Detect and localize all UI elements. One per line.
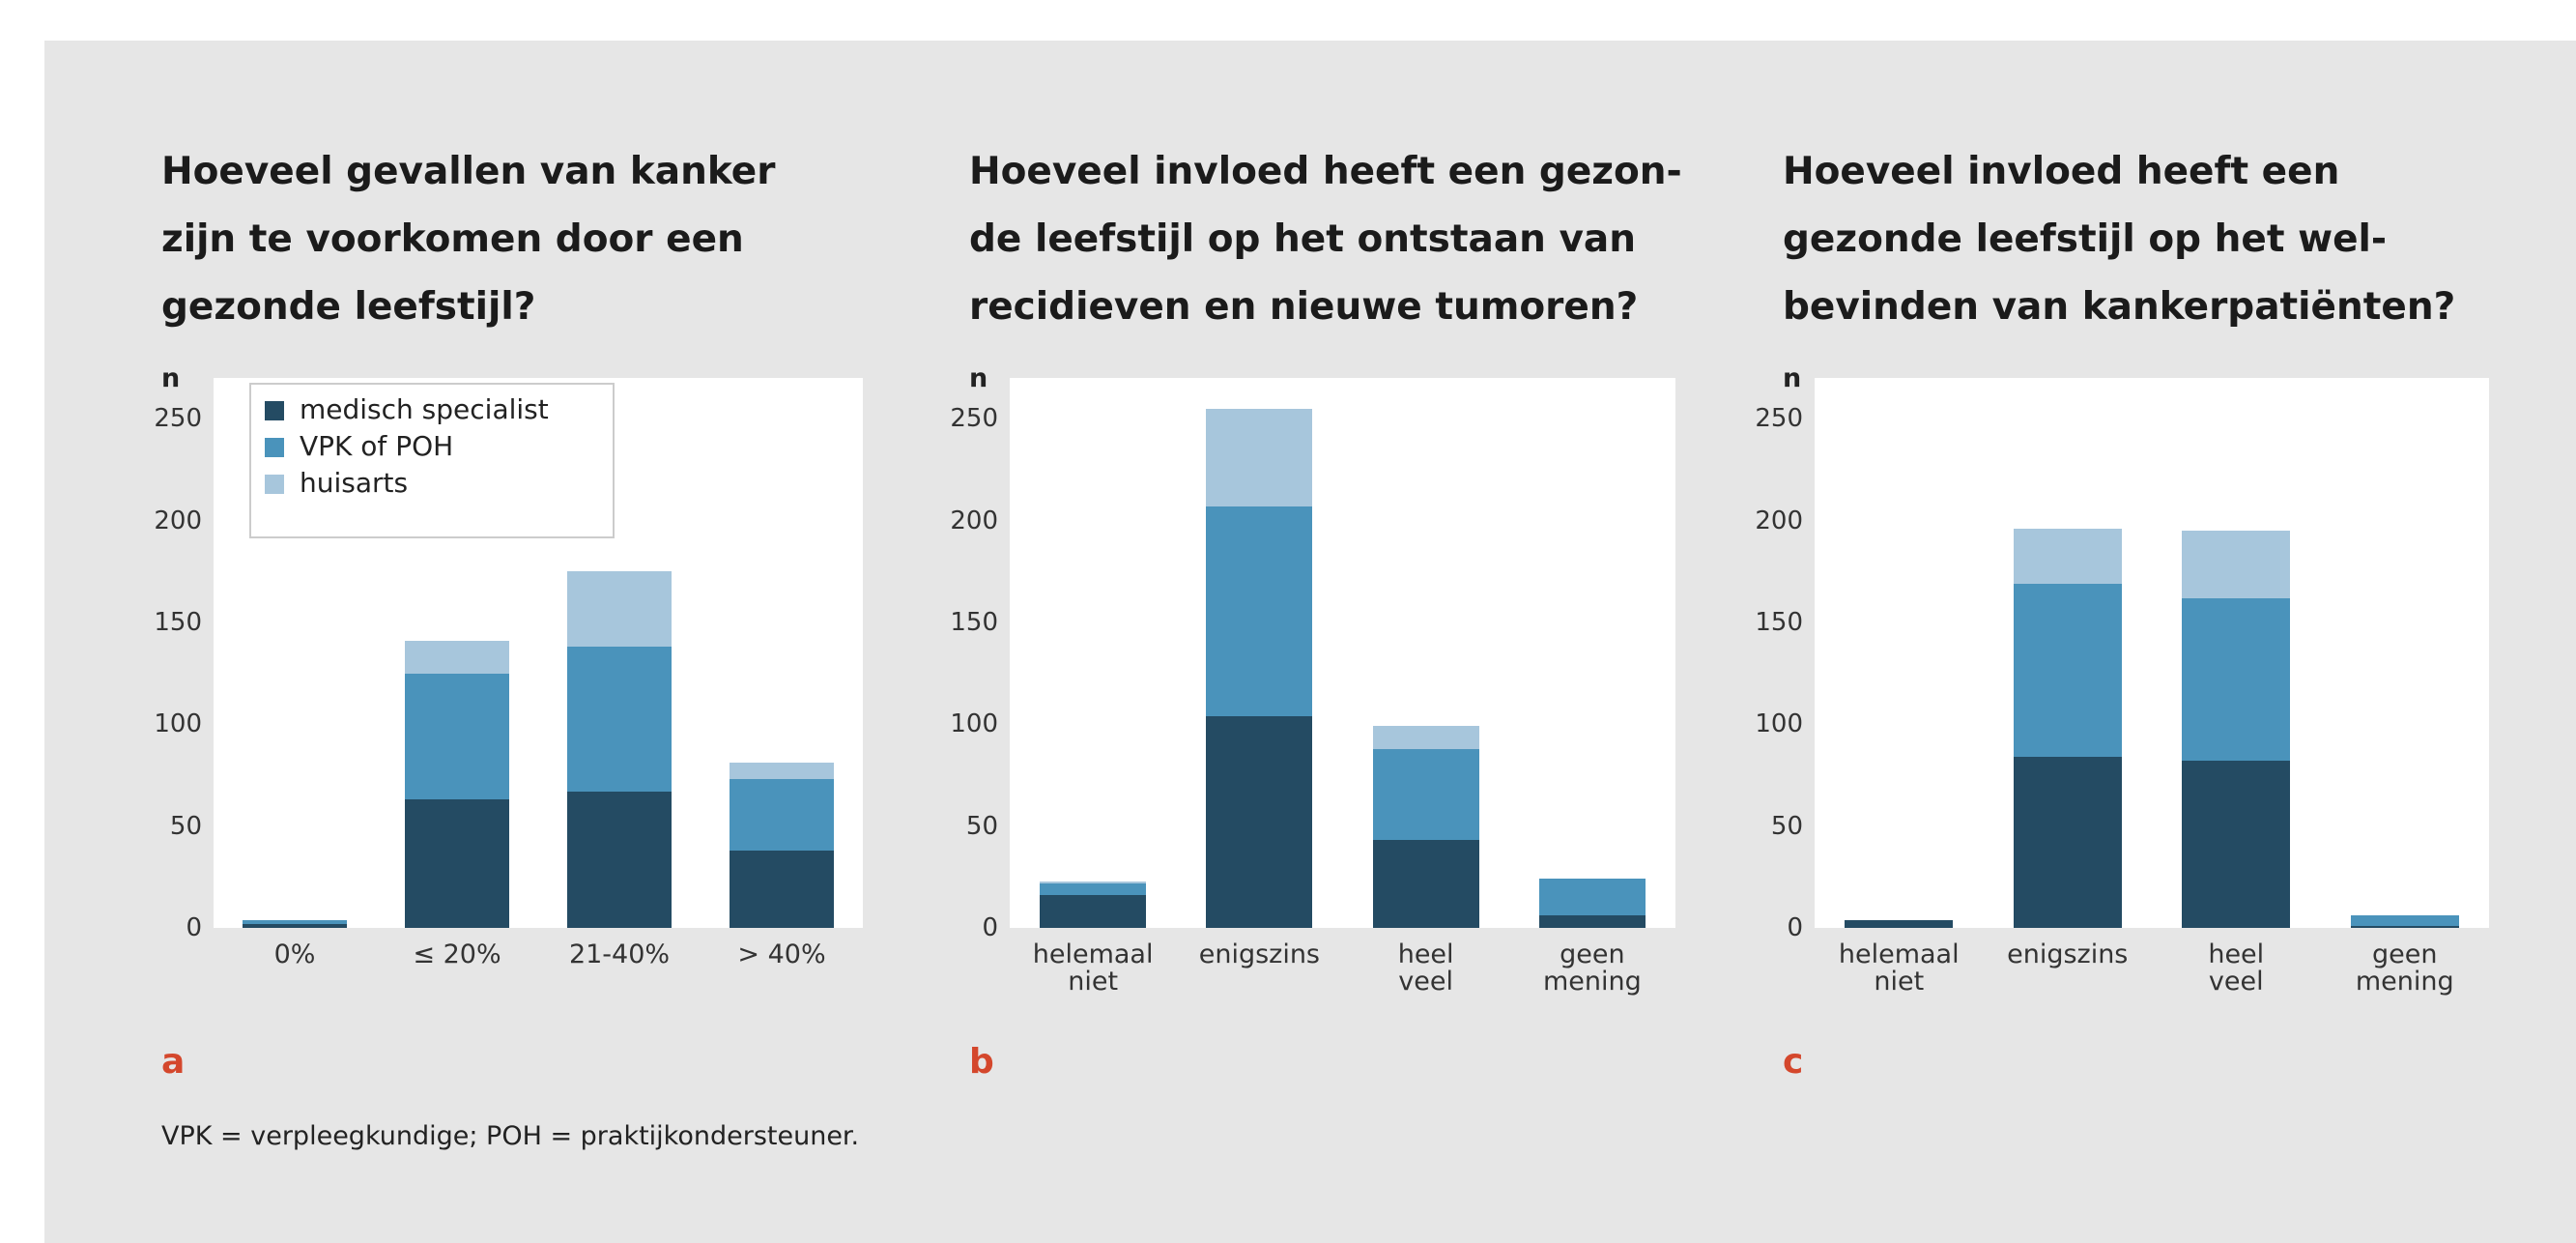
plot-area [1815, 378, 2489, 928]
bar-segment [1372, 726, 1479, 749]
legend-label: huisarts [300, 467, 409, 499]
y-tick-label: 250 [154, 404, 202, 434]
y-tick-label: 150 [1755, 607, 1803, 637]
y-tick-label: 100 [1755, 709, 1803, 739]
bar-segment [1040, 882, 1147, 896]
x-tick-label: 0% [273, 939, 316, 969]
bar-segment [2350, 915, 2459, 926]
chart-title: Hoeveel invloed heeft een gezonde leefst… [1783, 150, 2456, 329]
x-tick-label: enigszins [1198, 939, 1321, 969]
chart-title: Hoeveel invloed heeft een gezon- de leef… [969, 150, 1682, 329]
bar-segment [1538, 879, 1646, 916]
bar-segment [1206, 408, 1313, 506]
bar-segment [2182, 597, 2291, 762]
y-tick-label: 200 [1755, 506, 1803, 535]
y-axis-label: n [161, 363, 181, 393]
y-tick-label: 50 [169, 811, 202, 841]
bar-segment [1040, 881, 1147, 883]
bar-segment [567, 571, 672, 648]
bar-segment [2350, 925, 2459, 928]
legend [249, 383, 615, 538]
bar-segment [1372, 840, 1479, 928]
y-tick-label: 100 [154, 709, 202, 739]
bar-segment [2182, 531, 2291, 598]
bar-segment [405, 799, 509, 928]
y-tick-label: 0 [982, 913, 998, 942]
bar-segment [243, 923, 347, 928]
y-tick-label: 0 [1787, 913, 1803, 942]
bar-segment [2013, 528, 2122, 584]
bar-segment [1206, 506, 1313, 716]
bar-segment [730, 850, 834, 928]
legend-swatch [265, 475, 284, 494]
y-tick-label: 150 [154, 607, 202, 637]
legend-swatch [265, 438, 284, 457]
x-tick-label: helemaal niet [1032, 939, 1154, 997]
bar-segment [2013, 583, 2122, 757]
footnote: VPK = verpleegkundige; POH = praktijkond… [161, 1121, 860, 1151]
bar-segment [405, 640, 509, 674]
bar-segment [1372, 748, 1479, 841]
x-tick-label: ≤ 20% [413, 939, 501, 969]
chart-title: Hoeveel gevallen van kanker zijn te voor… [161, 150, 776, 329]
legend-label: medisch specialist [300, 393, 549, 425]
bar-segment [1206, 715, 1313, 928]
x-tick-label: > 40% [737, 939, 826, 969]
bar-segment [567, 791, 672, 928]
y-tick-label: 150 [950, 607, 998, 637]
bar-segment [243, 919, 347, 924]
legend-swatch [265, 401, 284, 420]
bar-segment [405, 673, 509, 800]
panel-letter: b [969, 1042, 994, 1082]
bar-segment [730, 763, 834, 780]
y-tick-label: 200 [950, 506, 998, 535]
x-tick-label: heel veel [1397, 939, 1454, 997]
bar-segment [2182, 761, 2291, 928]
bar-segment [1538, 915, 1646, 928]
x-tick-label: geen mening [1542, 939, 1642, 997]
x-tick-label: enigszins [2007, 939, 2129, 969]
y-tick-label: 200 [154, 506, 202, 535]
bar-segment [2013, 756, 2122, 928]
y-tick-label: 0 [186, 913, 202, 942]
y-axis-label: n [969, 363, 988, 393]
x-tick-label: helemaal niet [1838, 939, 1960, 997]
plot-area [1010, 378, 1675, 928]
legend-label: VPK of POH [300, 430, 454, 462]
bar-segment [730, 779, 834, 851]
panel-letter: c [1783, 1042, 1804, 1082]
y-axis-label: n [1783, 363, 1802, 393]
x-tick-label: geen mening [2355, 939, 2454, 997]
x-tick-label: 21-40% [568, 939, 671, 969]
bar-segment [1845, 919, 1954, 928]
y-tick-label: 100 [950, 709, 998, 739]
x-tick-label: heel veel [2208, 939, 2265, 997]
y-tick-label: 250 [1755, 404, 1803, 434]
y-tick-label: 50 [1770, 811, 1803, 841]
y-tick-label: 50 [965, 811, 998, 841]
bar-segment [567, 647, 672, 792]
bar-segment [1040, 895, 1147, 928]
panel-letter: a [161, 1042, 186, 1082]
y-tick-label: 250 [950, 404, 998, 434]
